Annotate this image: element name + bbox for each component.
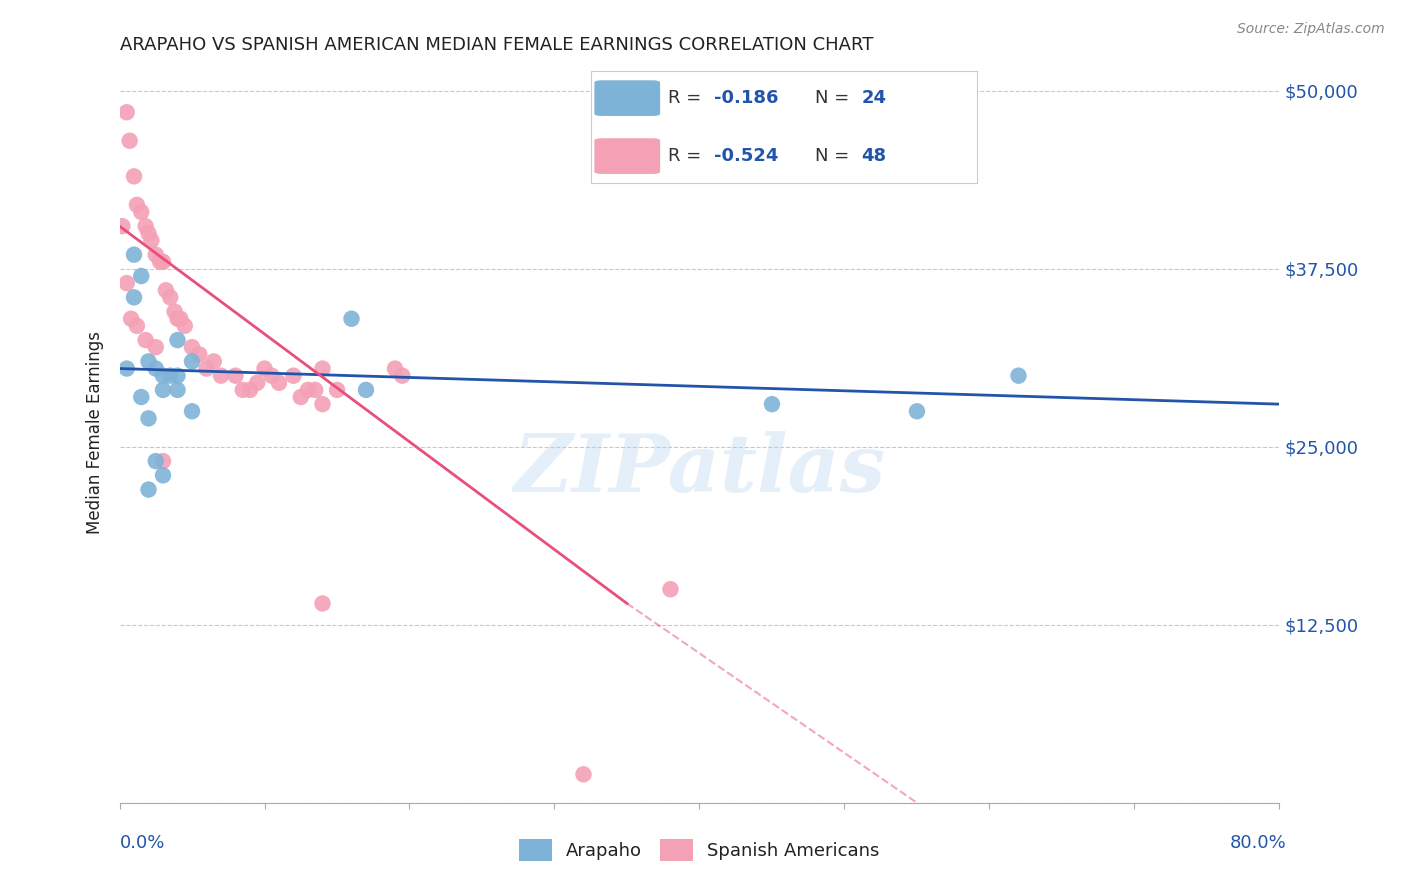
- Point: [290, 390, 312, 404]
- Point: [905, 404, 928, 418]
- Point: [159, 290, 181, 304]
- Point: [188, 347, 211, 361]
- Point: [239, 383, 262, 397]
- Point: [761, 397, 783, 411]
- Point: [166, 383, 188, 397]
- Point: [152, 468, 174, 483]
- Legend: Arapaho, Spanish Americans: Arapaho, Spanish Americans: [512, 831, 887, 868]
- Point: [304, 383, 326, 397]
- Point: [166, 311, 188, 326]
- Point: [145, 454, 167, 468]
- Point: [129, 205, 152, 219]
- Point: [225, 368, 247, 383]
- Point: [173, 318, 195, 333]
- Point: [572, 767, 595, 781]
- Point: [311, 361, 333, 376]
- Point: [181, 340, 204, 354]
- FancyBboxPatch shape: [595, 138, 661, 174]
- Text: 48: 48: [860, 147, 886, 165]
- Point: [138, 354, 160, 368]
- Point: [166, 333, 188, 347]
- Point: [152, 383, 174, 397]
- Text: N =: N =: [815, 147, 855, 165]
- Point: [246, 376, 269, 390]
- Point: [1007, 368, 1029, 383]
- Point: [253, 361, 276, 376]
- Text: 24: 24: [860, 89, 886, 107]
- Point: [135, 219, 157, 234]
- Point: [141, 234, 163, 248]
- Text: -0.524: -0.524: [714, 147, 779, 165]
- Point: [202, 354, 225, 368]
- Text: ARAPAHO VS SPANISH AMERICAN MEDIAN FEMALE EARNINGS CORRELATION CHART: ARAPAHO VS SPANISH AMERICAN MEDIAN FEMAL…: [120, 36, 873, 54]
- Point: [122, 290, 145, 304]
- Point: [267, 376, 290, 390]
- Point: [181, 354, 204, 368]
- FancyBboxPatch shape: [595, 80, 661, 116]
- Point: [115, 276, 138, 290]
- Point: [111, 219, 134, 234]
- Point: [138, 227, 160, 241]
- Text: N =: N =: [815, 89, 855, 107]
- Point: [326, 383, 349, 397]
- Point: [138, 483, 160, 497]
- Point: [340, 311, 363, 326]
- Point: [118, 134, 141, 148]
- Point: [169, 311, 191, 326]
- Point: [145, 247, 167, 261]
- Point: [260, 368, 283, 383]
- Point: [391, 368, 413, 383]
- Point: [311, 397, 333, 411]
- Point: [384, 361, 406, 376]
- Point: [232, 383, 254, 397]
- Y-axis label: Median Female Earnings: Median Female Earnings: [86, 331, 104, 534]
- Point: [311, 597, 333, 611]
- Point: [122, 169, 145, 184]
- Point: [152, 254, 174, 268]
- Point: [129, 390, 152, 404]
- Point: [163, 304, 186, 318]
- Point: [152, 454, 174, 468]
- Point: [159, 368, 181, 383]
- Point: [145, 340, 167, 354]
- Point: [120, 311, 142, 326]
- Text: Source: ZipAtlas.com: Source: ZipAtlas.com: [1237, 22, 1385, 37]
- Point: [145, 361, 167, 376]
- Point: [138, 411, 160, 425]
- Point: [354, 383, 377, 397]
- Point: [115, 361, 138, 376]
- Text: 0.0%: 0.0%: [120, 834, 165, 852]
- Point: [209, 368, 232, 383]
- Text: 80.0%: 80.0%: [1230, 834, 1286, 852]
- Text: ZIPatlas: ZIPatlas: [513, 431, 886, 508]
- Point: [195, 361, 218, 376]
- Point: [125, 318, 148, 333]
- Point: [115, 105, 138, 120]
- Text: -0.186: -0.186: [714, 89, 779, 107]
- Point: [166, 368, 188, 383]
- Text: R =: R =: [668, 89, 707, 107]
- Point: [149, 254, 172, 268]
- Point: [181, 404, 204, 418]
- Point: [155, 283, 177, 297]
- Point: [135, 333, 157, 347]
- Text: R =: R =: [668, 147, 707, 165]
- Point: [129, 268, 152, 283]
- Point: [659, 582, 682, 597]
- Point: [297, 383, 319, 397]
- Point: [283, 368, 305, 383]
- Point: [152, 368, 174, 383]
- Point: [125, 198, 148, 212]
- Point: [122, 247, 145, 261]
